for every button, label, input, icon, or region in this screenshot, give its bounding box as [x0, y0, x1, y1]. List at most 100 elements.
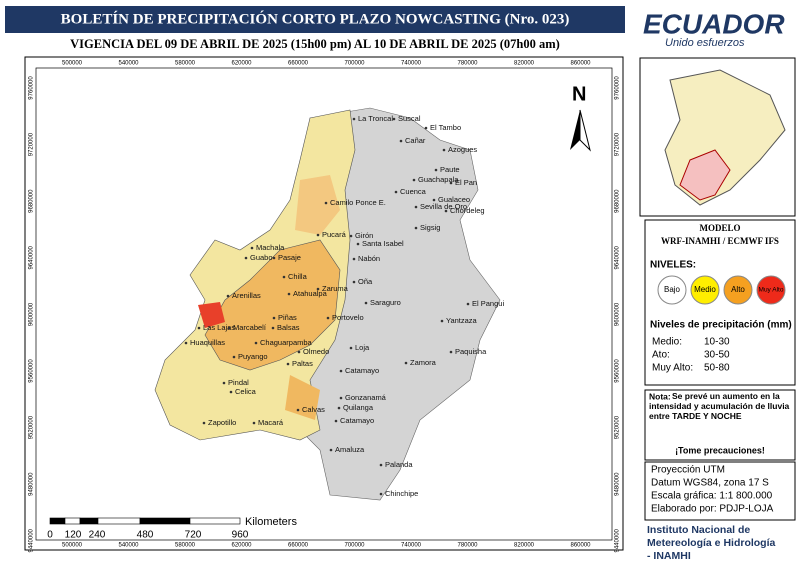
scale-segment	[139, 517, 191, 525]
place-label: Oña	[358, 277, 373, 286]
scale-tick: 120	[65, 530, 82, 541]
y-coord: 9520000	[615, 415, 621, 439]
place-label: Suscal	[398, 114, 421, 123]
place-label: Santa Isabel	[362, 239, 404, 248]
place-label: Las Lajas	[203, 323, 235, 332]
place-dot	[379, 492, 383, 496]
y-coord: 9760000	[615, 76, 621, 100]
place-label: Amaluza	[335, 445, 365, 454]
scale-segment	[79, 517, 99, 525]
place-label: Zaruma	[322, 284, 349, 293]
projection-line: Datum WGS84, zona 17 S	[651, 478, 769, 489]
place-label: Zapotillo	[208, 418, 236, 427]
place-label: Gonzanamá	[345, 393, 387, 402]
scale-tick: 480	[137, 530, 154, 541]
place-dot	[424, 126, 428, 130]
regions	[154, 107, 501, 501]
level-label: Medio	[694, 285, 716, 294]
x-coord: 620000	[231, 61, 252, 67]
place-dot	[466, 302, 470, 306]
y-coord: 9560000	[29, 359, 35, 383]
levels-title: NIVELES:	[650, 260, 696, 271]
place-label: Balsas	[277, 323, 300, 332]
place-dot	[226, 294, 230, 298]
x-coord: 700000	[344, 543, 365, 549]
place-dot	[379, 463, 383, 467]
place-label: Chinchipe	[385, 489, 418, 498]
x-coord: 820000	[514, 543, 535, 549]
place-label: Paquisha	[455, 347, 487, 356]
place-dot	[449, 181, 453, 185]
level-badge	[723, 275, 753, 305]
place-dot	[326, 316, 330, 320]
y-coord: 9640000	[29, 245, 35, 269]
place-label: Palanda	[385, 460, 413, 469]
place-label: Chaguarpamba	[260, 338, 313, 347]
place-label: Guabo	[250, 253, 273, 262]
place-dot	[222, 381, 226, 385]
place-label: Guachapala	[418, 175, 459, 184]
place-dot	[272, 316, 276, 320]
place-dot	[272, 256, 276, 260]
place-label: Machala	[256, 243, 285, 252]
level-label: Alto	[731, 285, 745, 294]
place-label: Cañar	[405, 136, 426, 145]
place-dot	[337, 406, 341, 410]
projection-box	[644, 461, 796, 521]
place-dot	[229, 390, 233, 394]
logo-slogan: Unido esfuerzos	[665, 37, 745, 49]
x-coord: 780000	[457, 61, 478, 67]
place-label: Quilanga	[343, 403, 374, 412]
place-dot	[394, 190, 398, 194]
scale-tick: 960	[232, 530, 249, 541]
place-dot	[442, 148, 446, 152]
place-label: Loja	[355, 343, 370, 352]
y-coord: 9680000	[29, 189, 35, 213]
place-dot	[414, 205, 418, 209]
level-badge	[756, 275, 786, 305]
x-coord: 700000	[344, 61, 365, 67]
precip-row: 50-80	[704, 363, 730, 374]
place-dot	[271, 326, 275, 330]
place-label: Calvas	[302, 405, 325, 414]
place-dot	[404, 361, 408, 365]
scale-tick: 0	[47, 530, 53, 541]
logo-name: ECUADOR	[643, 8, 785, 39]
y-coord: 9480000	[29, 472, 35, 496]
x-coord: 740000	[401, 543, 422, 549]
place-label: Pasaje	[278, 253, 301, 262]
y-coord: 9480000	[615, 472, 621, 496]
place-dot	[324, 201, 328, 205]
scale-unit: Kilometers	[245, 516, 297, 528]
place-dot	[349, 234, 353, 238]
place-dot	[399, 139, 403, 143]
x-coord: 820000	[514, 61, 535, 67]
x-coord: 780000	[457, 543, 478, 549]
y-coord: 9600000	[29, 302, 35, 326]
place-label: Sevilla de Oro	[420, 202, 467, 211]
title-bar	[5, 6, 625, 33]
place-label: Paltas	[292, 359, 313, 368]
place-label: Zamora	[410, 358, 437, 367]
north-arrow	[570, 109, 591, 152]
precip-row: 30-50	[704, 350, 730, 361]
place-dot	[440, 319, 444, 323]
place-dot	[202, 421, 206, 425]
projection-line: Escala gráfica: 1:1 800.000	[651, 491, 773, 502]
precip-row: Ato:	[652, 350, 670, 361]
place-label: Portovelo	[332, 313, 364, 322]
place-label: Sigsig	[420, 223, 440, 232]
north-label: N	[572, 83, 586, 105]
place-label: Huaquillas	[190, 338, 225, 347]
place-label: Girón	[355, 231, 373, 240]
place-dot	[227, 326, 231, 330]
place-dot	[349, 346, 353, 350]
place-label: Pindal	[228, 378, 249, 387]
place-label: Yantzaza	[446, 316, 478, 325]
x-coord: 540000	[118, 61, 139, 67]
place-label: El Pangui	[472, 299, 504, 308]
precip-row: Medio:	[652, 337, 682, 348]
place-label: Nabón	[358, 254, 380, 263]
place-dot	[392, 117, 396, 121]
